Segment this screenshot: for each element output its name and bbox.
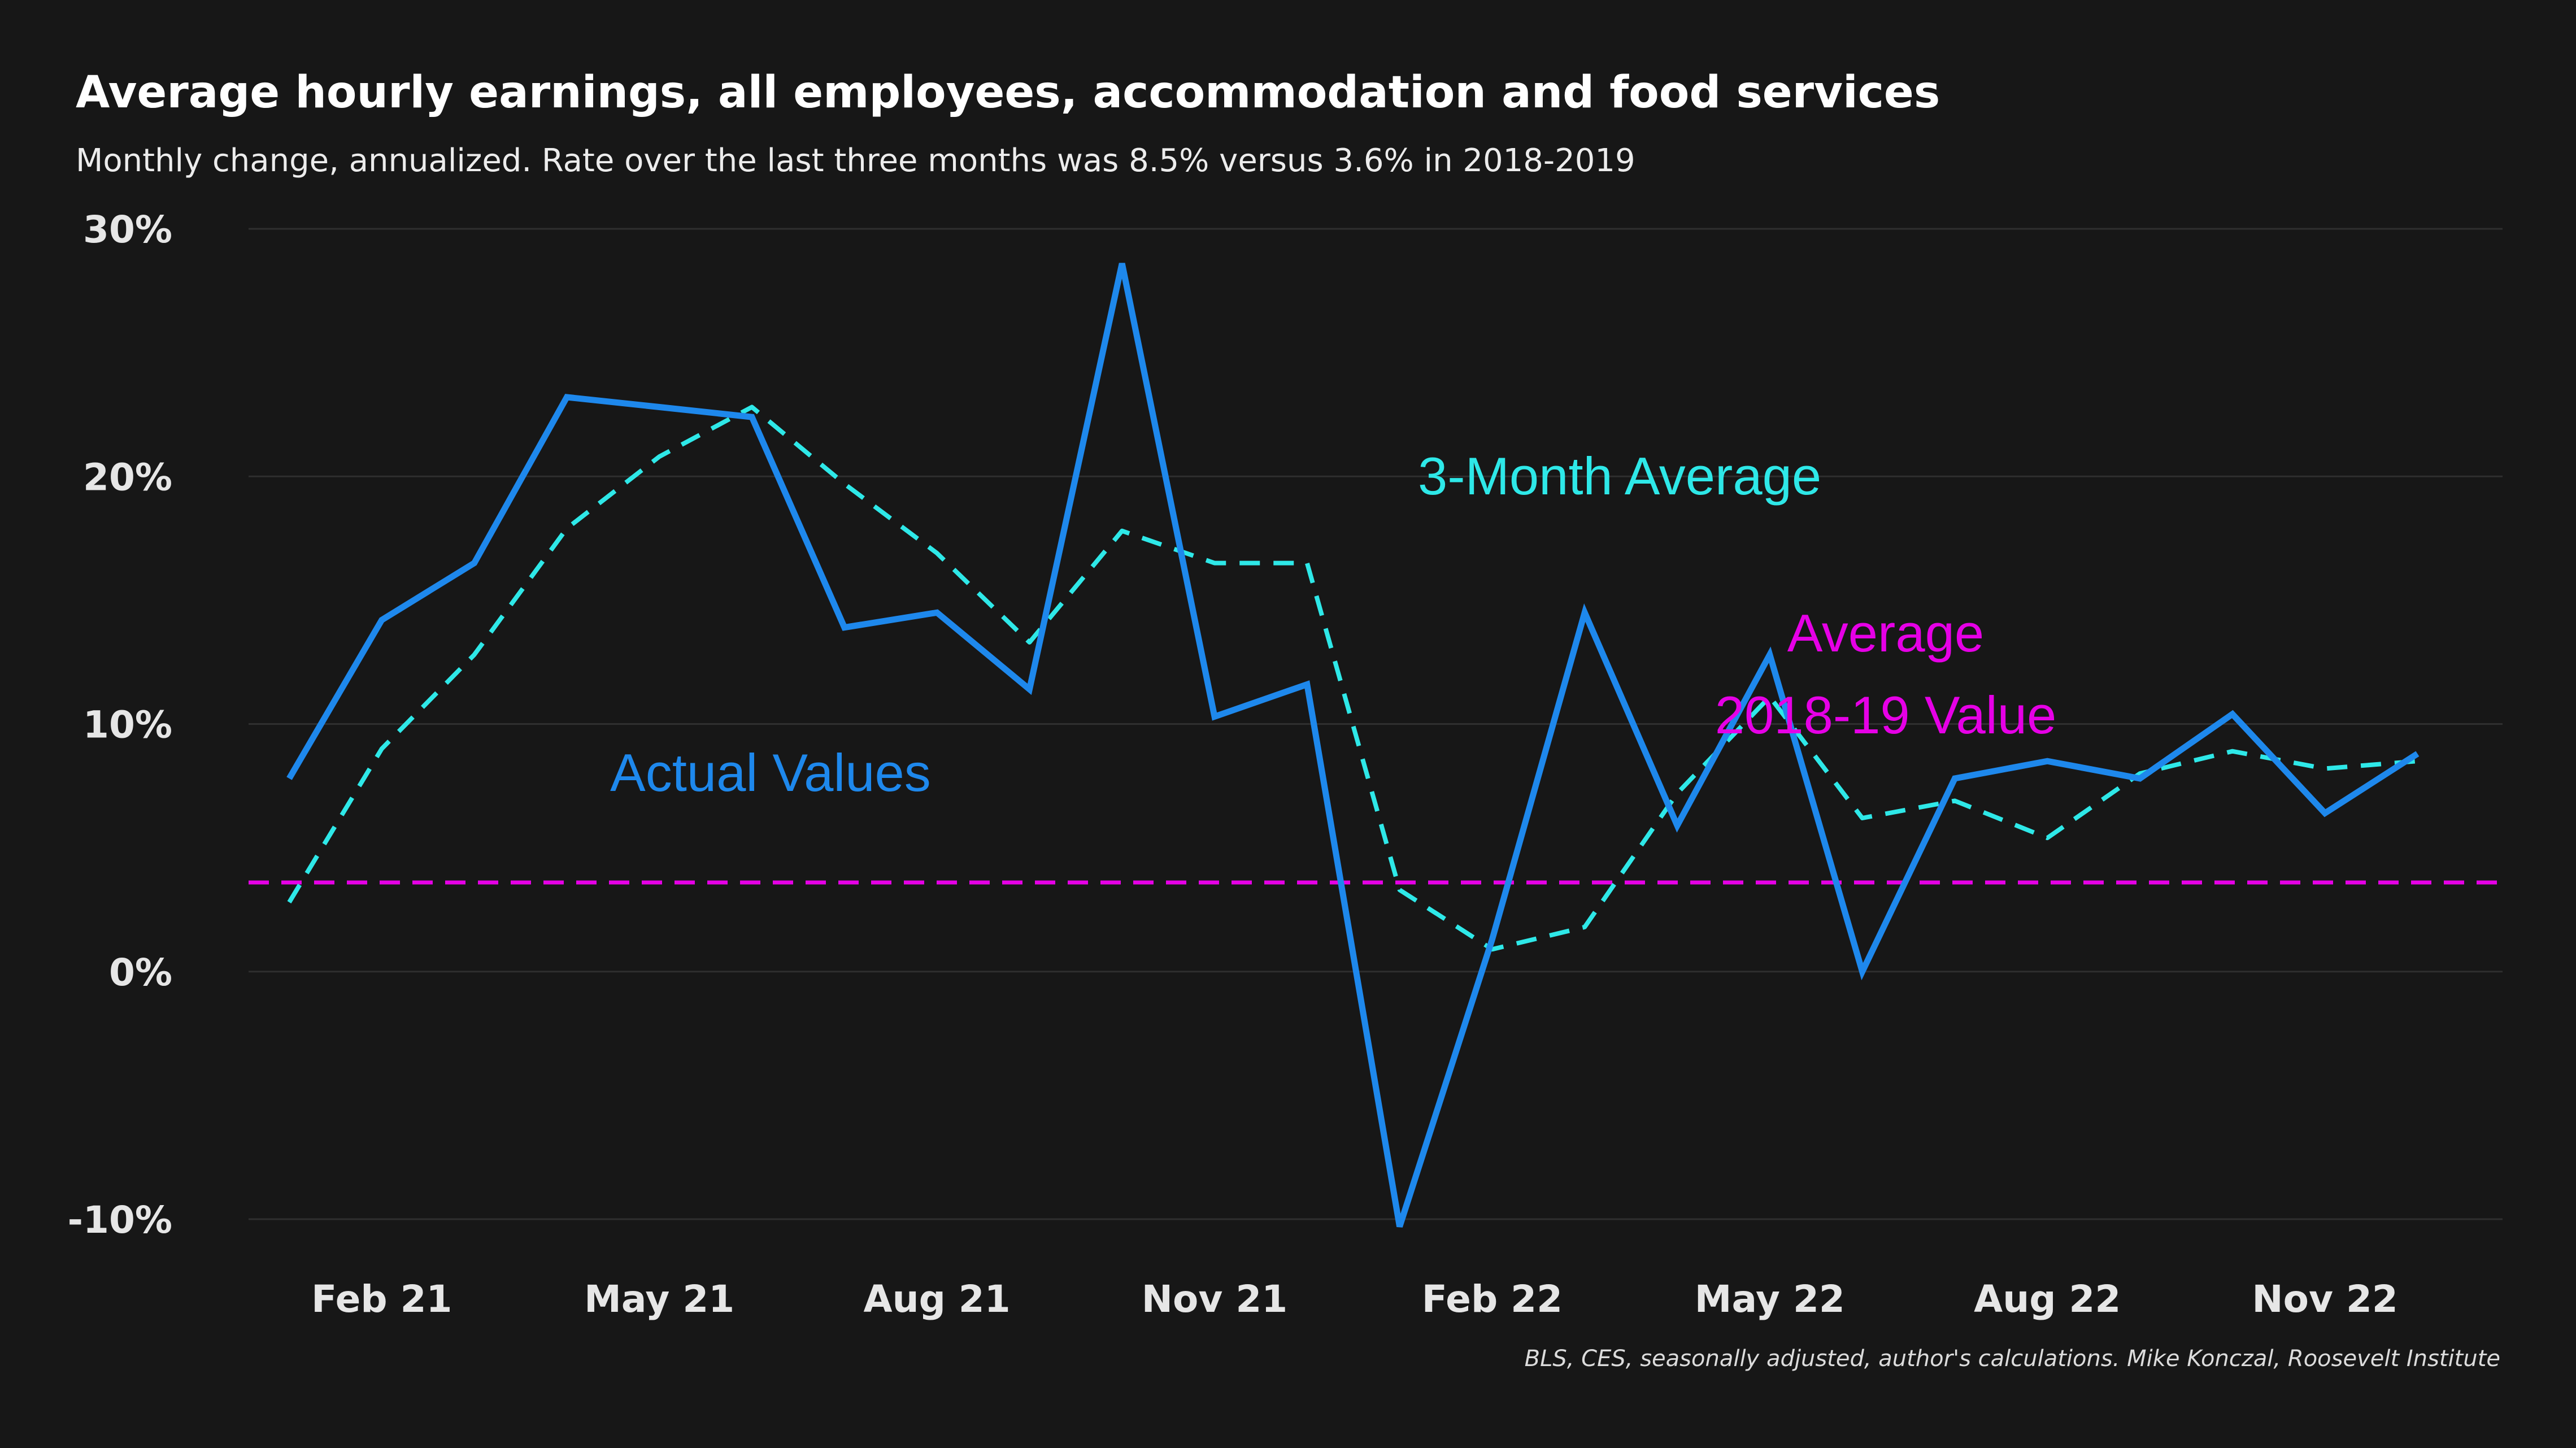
annotation-baseline-line1: Average [1787, 603, 1984, 663]
series-3-month-average-line [287, 405, 2418, 952]
annotation-baseline-line2: 2018-19 Value [1715, 685, 2057, 745]
y-tick-label: 30% [83, 208, 172, 251]
x-tick-label: Feb 21 [311, 1277, 452, 1321]
x-tick-label: Aug 21 [864, 1277, 1011, 1321]
x-tick-label: Nov 21 [1142, 1277, 1287, 1321]
chart-title: Average hourly earnings, all employees, … [76, 67, 1940, 118]
y-tick-label: 10% [83, 703, 172, 747]
series-actual-values-line [286, 263, 2420, 1228]
y-axis-ticks: -10% 0% 10% 20% 30% [68, 208, 172, 1242]
x-tick-label: Aug 22 [1974, 1277, 2121, 1321]
x-tick-label: Nov 22 [2252, 1277, 2397, 1321]
annotation-3-month-average: 3-Month Average [1418, 446, 1821, 506]
annotation-actual-values: Actual Values [610, 743, 931, 802]
y-tick-label: 0% [109, 951, 172, 994]
y-tick-label: -10% [68, 1198, 172, 1242]
x-tick-label: Feb 22 [1422, 1277, 1563, 1321]
x-tick-label: May 21 [584, 1277, 734, 1321]
x-axis-ticks: Feb 21 May 21 Aug 21 Nov 21 Feb 22 May 22 Aug … [311, 1277, 2398, 1321]
chart-caption: BLS, CES, seasonally adjusted, author's … [1525, 1346, 2500, 1372]
gridlines [249, 228, 2503, 1220]
chart-subtitle: Monthly change, annualized. Rate over th… [76, 142, 1635, 179]
y-tick-label: 20% [83, 455, 172, 499]
x-tick-label: May 22 [1695, 1277, 1845, 1321]
